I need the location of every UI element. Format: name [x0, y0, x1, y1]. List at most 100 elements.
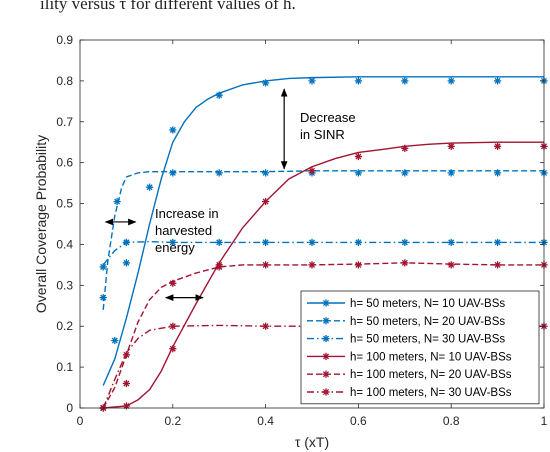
legend-entry: h= 50 meters, N= 20 UAV-BSs: [307, 316, 505, 328]
series-point: [169, 345, 177, 353]
y-tick-label: 0.2: [56, 319, 73, 333]
series-point: [215, 91, 223, 99]
legend-entry: h= 100 meters, N= 30 UAV-BSs: [307, 387, 512, 399]
series-point: [262, 322, 270, 330]
series-point: [169, 279, 177, 287]
series-point: [401, 77, 409, 85]
series-point: [122, 238, 130, 246]
x-tick-label: 0.6: [350, 414, 367, 428]
series-point: [308, 77, 316, 85]
series-line: [102, 262, 544, 409]
y-axis-label: Overall Coverage Probability: [33, 135, 49, 313]
series-point: [215, 238, 223, 246]
series-point: [494, 238, 502, 246]
series-point: [494, 261, 502, 269]
series-point: [308, 238, 316, 246]
y-tick-label: 0.5: [56, 197, 73, 211]
series-point: [494, 142, 502, 150]
sinr-annotation-line: Decrease: [300, 110, 356, 125]
legend-marker: [322, 317, 330, 325]
y-tick-label: 0.9: [56, 33, 73, 47]
y-tick-label: 0.8: [56, 74, 73, 88]
x-tick-label: 0.4: [257, 414, 274, 428]
legend-label: h= 100 meters, N= 10 UAV-BSs: [350, 351, 512, 363]
series-point: [401, 169, 409, 177]
series-point: [99, 263, 107, 271]
y-tick-label: 0.6: [56, 156, 73, 170]
series-point: [122, 259, 130, 267]
legend-marker: [322, 388, 330, 396]
series-point: [262, 238, 270, 246]
x-tick-label: 1: [541, 414, 548, 428]
plot-frame: [79, 39, 545, 409]
energy-annotation-line: harvested: [155, 223, 212, 238]
series-point: [447, 261, 455, 269]
series-point: [354, 152, 362, 161]
series-point: [447, 169, 455, 177]
legend-marker: [322, 370, 330, 378]
legend-marker: [322, 299, 330, 307]
x-tick-label: 0.8: [443, 414, 460, 428]
legend-label: h= 50 meters, N= 10 UAV-BSs: [350, 298, 505, 310]
series-5: [99, 259, 548, 412]
legend-entry: h= 100 meters, N= 20 UAV-BSs: [307, 369, 512, 381]
legend-marker: [322, 335, 330, 343]
series-point: [447, 142, 455, 150]
series-point: [111, 336, 119, 345]
series-point: [308, 261, 316, 269]
series-point: [99, 294, 107, 302]
legend-entry: h= 100 meters, N= 10 UAV-BSs: [307, 351, 512, 363]
x-tick-label: 0.2: [164, 414, 181, 428]
series-point: [262, 261, 270, 269]
legend-entry: h= 50 meters, N= 10 UAV-BSs: [307, 298, 505, 310]
series-point: [262, 169, 270, 177]
y-tick-label: 0: [66, 401, 73, 415]
series-point: [354, 77, 362, 85]
series-point: [447, 238, 455, 246]
y-tick-label: 0.4: [56, 237, 73, 251]
y-tick-label: 0.3: [56, 278, 73, 292]
series-point: [354, 169, 362, 177]
series-point: [122, 351, 130, 359]
x-axis-label: τ (xT): [295, 434, 329, 450]
legend-label: h= 100 meters, N= 30 UAV-BSs: [350, 387, 512, 399]
y-tick-label: 0.1: [56, 360, 73, 374]
series-line: [102, 76, 544, 386]
series-3: [99, 197, 548, 271]
energy-annotation-line: Increase in: [155, 206, 219, 221]
series-line: [103, 141, 544, 409]
series-point: [354, 238, 362, 246]
series-point: [122, 402, 130, 410]
legend-label: h= 50 meters, N= 30 UAV-BSs: [350, 334, 505, 346]
series-point: [146, 183, 154, 191]
sinr-annotation-line: in SINR: [300, 127, 345, 142]
series-point: [494, 77, 502, 85]
legend-entry: h= 50 meters, N= 30 UAV-BSs: [307, 334, 505, 346]
series-point: [169, 238, 177, 246]
series-line: [102, 324, 544, 409]
series-point: [169, 169, 177, 177]
legend-label: h= 100 meters, N= 20 UAV-BSs: [350, 369, 512, 381]
energy-annotation-line: energy: [155, 240, 195, 255]
series-point: [169, 126, 177, 134]
series-point: [401, 238, 409, 246]
legend-box: [300, 290, 540, 405]
series-point: [215, 169, 223, 177]
legend-label: h= 50 meters, N= 20 UAV-BSs: [350, 316, 505, 328]
y-tick-label: 0.7: [56, 115, 73, 129]
caption-fragment: ility versus τ for different values of h…: [40, 0, 296, 13]
x-tick-label: 0: [77, 414, 84, 428]
series-point: [262, 79, 270, 87]
series-point: [401, 259, 409, 267]
series-point: [122, 379, 130, 388]
legend-marker: [322, 352, 330, 360]
series-point: [308, 167, 316, 175]
series-point: [113, 197, 121, 206]
series-point: [354, 261, 362, 269]
series-point: [262, 197, 270, 206]
series-point: [447, 77, 455, 85]
series-point: [401, 144, 409, 152]
series-1: [102, 76, 548, 386]
series-point: [494, 169, 502, 177]
